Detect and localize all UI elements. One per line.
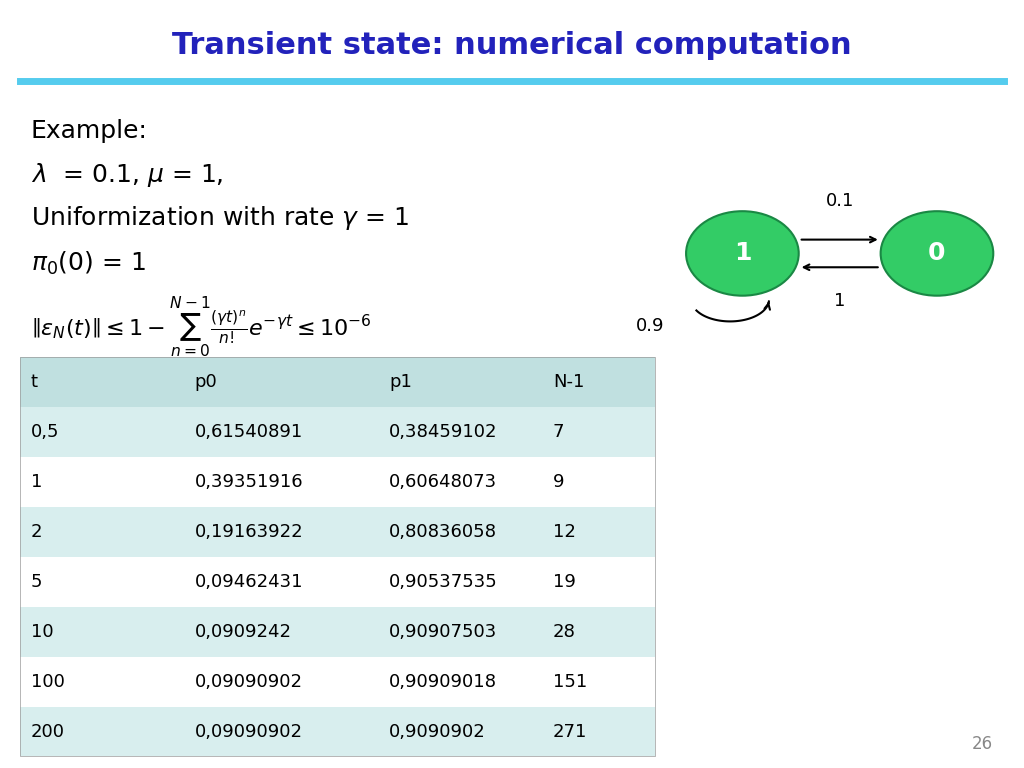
FancyBboxPatch shape xyxy=(20,657,655,707)
Text: 0,09090902: 0,09090902 xyxy=(195,673,302,690)
Text: 1: 1 xyxy=(733,241,752,266)
Text: 0.1: 0.1 xyxy=(825,192,854,210)
Text: 5: 5 xyxy=(31,573,42,591)
FancyBboxPatch shape xyxy=(20,707,655,756)
Text: 0,09462431: 0,09462431 xyxy=(195,573,303,591)
Text: 271: 271 xyxy=(553,723,588,740)
Text: 0,39351916: 0,39351916 xyxy=(195,473,303,491)
Circle shape xyxy=(881,211,993,296)
Text: 0,5: 0,5 xyxy=(31,423,59,441)
Text: 26: 26 xyxy=(972,735,993,753)
FancyBboxPatch shape xyxy=(20,607,655,657)
Text: 2: 2 xyxy=(31,523,42,541)
Text: N-1: N-1 xyxy=(553,373,585,391)
Text: 9: 9 xyxy=(553,473,564,491)
Text: 0,19163922: 0,19163922 xyxy=(195,523,303,541)
Text: Uniformization with rate $\gamma$ = 1: Uniformization with rate $\gamma$ = 1 xyxy=(31,204,409,231)
Text: 0,9090902: 0,9090902 xyxy=(389,723,485,740)
Text: 0,60648073: 0,60648073 xyxy=(389,473,498,491)
Text: 0,38459102: 0,38459102 xyxy=(389,423,498,441)
Text: 0,09090902: 0,09090902 xyxy=(195,723,302,740)
Text: 0,0909242: 0,0909242 xyxy=(195,623,292,641)
Text: 200: 200 xyxy=(31,723,65,740)
Text: p1: p1 xyxy=(389,373,412,391)
Text: 0,80836058: 0,80836058 xyxy=(389,523,497,541)
Text: 1: 1 xyxy=(31,473,42,491)
FancyBboxPatch shape xyxy=(20,407,655,457)
Text: 7: 7 xyxy=(553,423,564,441)
Text: 100: 100 xyxy=(31,673,65,690)
Text: t: t xyxy=(31,373,38,391)
Text: Example:: Example: xyxy=(31,119,147,143)
Text: $\left\|\varepsilon_N\left(t\right)\right\|\leq1-\sum_{n=0}^{N-1}\frac{\left(\ga: $\left\|\varepsilon_N\left(t\right)\righ… xyxy=(31,296,372,360)
Text: 10: 10 xyxy=(31,623,53,641)
Text: 0,90537535: 0,90537535 xyxy=(389,573,498,591)
FancyBboxPatch shape xyxy=(20,357,655,407)
Text: 0,90909018: 0,90909018 xyxy=(389,673,497,690)
Text: 0: 0 xyxy=(928,241,946,266)
Text: $\lambda$  = 0.1, $\mu$ = 1,: $\lambda$ = 0.1, $\mu$ = 1, xyxy=(31,161,223,189)
Text: 1: 1 xyxy=(834,292,846,310)
Text: 19: 19 xyxy=(553,573,575,591)
Text: 0.9: 0.9 xyxy=(636,317,665,336)
Text: 28: 28 xyxy=(553,623,575,641)
Text: $\pi_0(0)$ = 1: $\pi_0(0)$ = 1 xyxy=(31,250,145,276)
Circle shape xyxy=(686,211,799,296)
Text: 151: 151 xyxy=(553,673,587,690)
FancyBboxPatch shape xyxy=(20,557,655,607)
FancyBboxPatch shape xyxy=(20,507,655,557)
Text: p0: p0 xyxy=(195,373,217,391)
Text: Transient state: numerical computation: Transient state: numerical computation xyxy=(172,31,852,60)
Text: 0,90907503: 0,90907503 xyxy=(389,623,498,641)
FancyBboxPatch shape xyxy=(20,457,655,507)
Text: 12: 12 xyxy=(553,523,575,541)
Text: 0,61540891: 0,61540891 xyxy=(195,423,303,441)
